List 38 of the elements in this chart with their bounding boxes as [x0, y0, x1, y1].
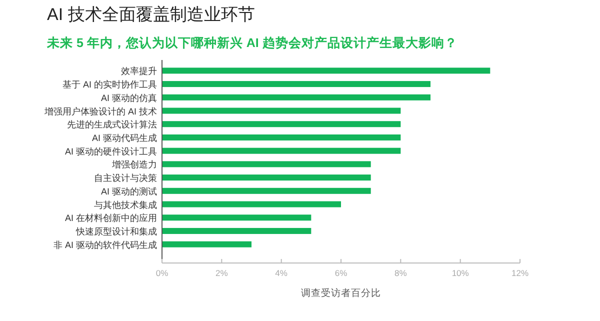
- bar: [162, 174, 371, 181]
- bar: [162, 241, 252, 248]
- y-tick-label: 自主设计与决策: [94, 173, 157, 184]
- x-tick-label: 8%: [394, 268, 408, 278]
- x-tick-label: 12%: [511, 268, 529, 278]
- chart-subtitle: 未来 5 年内，您认为以下哪种新兴 AI 趋势会对产品设计产生最大影响？: [46, 35, 458, 50]
- x-tick-label: 10%: [452, 268, 470, 278]
- x-tick-label: 4%: [275, 268, 288, 278]
- bar: [162, 94, 430, 100]
- y-tick-label: 效率提升: [121, 66, 157, 76]
- x-axis-title: 调查受访者百分比: [301, 287, 381, 299]
- bar: [162, 148, 401, 154]
- bar: [162, 201, 341, 208]
- bar: [162, 228, 312, 234]
- y-tick-label: AI 驱动的硬件设计工具: [64, 146, 157, 156]
- y-tick-label: 增强用户体验设计的 AI 技术: [43, 106, 157, 116]
- bar: [162, 188, 371, 194]
- y-tick-label: AI 驱动代码生成: [92, 132, 157, 143]
- y-tick-label: 增强创造力: [111, 160, 157, 170]
- bar: [162, 161, 371, 168]
- bar: [162, 134, 401, 140]
- x-tick-label: 6%: [334, 268, 348, 278]
- bar: [162, 81, 430, 88]
- chart-title: AI 技术全面覆盖制造业环节: [47, 5, 255, 24]
- y-tick-label: 先进的生成式设计算法: [67, 120, 157, 130]
- bar: [162, 214, 312, 221]
- y-tick-label: 基于 AI 的实时协作工具: [62, 80, 157, 90]
- y-tick-label: AI 驱动的测试: [100, 186, 157, 196]
- y-tick-label: AI 在材料创新中的应用: [64, 213, 157, 224]
- x-tick-label: 0%: [156, 268, 169, 278]
- y-tick-label: AI 驱动的仿真: [100, 92, 157, 103]
- bar: [162, 108, 401, 114]
- y-tick-label: 非 AI 驱动的软件代码生成: [53, 240, 157, 250]
- bar: [162, 121, 401, 128]
- bar: [162, 68, 490, 74]
- y-tick-label: 与其他技术集成: [94, 200, 157, 210]
- y-tick-label: 快速原型设计和集成: [75, 226, 157, 236]
- x-tick-label: 2%: [216, 268, 228, 278]
